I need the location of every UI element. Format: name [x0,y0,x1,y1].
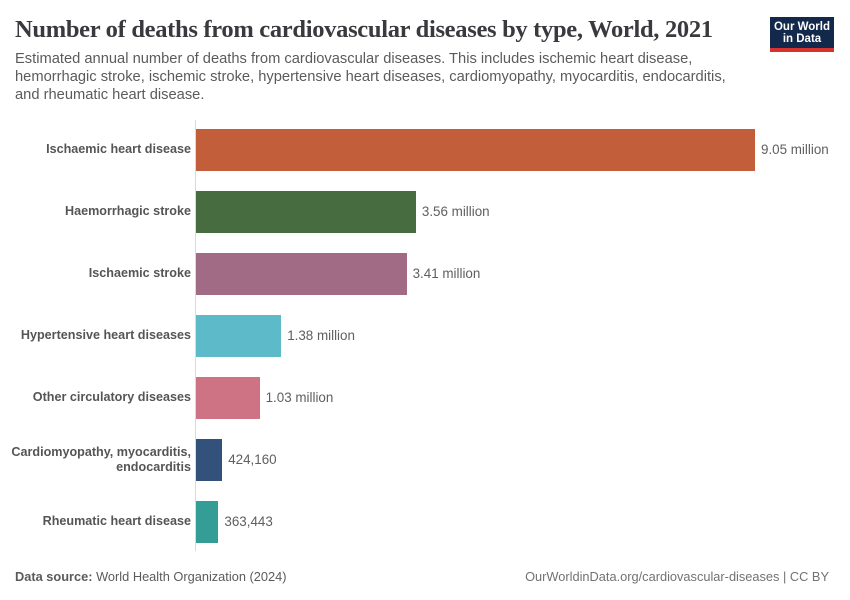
subtitle-line-1: Estimated annual number of deaths from c… [15,50,693,67]
bar-row: Other circulatory diseases 1.03 million [0,376,850,419]
bar-value-label: 9.05 million [761,142,829,158]
bar-2[interactable] [196,190,416,233]
bar-value-label: 1.38 million [287,328,355,344]
bar-category-label: Rheumatic heart disease [42,514,191,529]
bar-category-label: Hypertensive heart diseases [20,328,191,343]
bar-3[interactable] [196,252,407,295]
bar-value-label: 3.56 million [421,204,490,220]
bar-category-label: Ischaemic stroke [88,266,191,281]
bar-1[interactable] [196,128,755,171]
owid-logo[interactable]: Our World in Data [770,17,834,52]
bar-5[interactable] [196,376,260,419]
bar-value-label: 3.41 million [412,266,481,282]
bar-row: Rheumatic heart disease 363,443 [0,500,850,543]
owid-logo-line-1: Our World [773,20,830,33]
owid-logo-line-2: in Data [782,32,822,45]
subtitle-line-3: and rheumatic heart disease. [15,86,205,103]
data-source-label: Data source: [15,569,93,584]
subtitle-line-2: hemorrhagic stroke, ischemic stroke, hyp… [15,68,726,85]
footer-link[interactable]: OurWorldinData.org/cardiovascular-diseas… [525,569,829,584]
bar-row: Ischaemic heart disease 9.05 million [0,128,850,171]
bar-category-label: Haemorrhagic stroke [65,204,191,219]
bar-row: Cardiomyopathy, myocarditis, endocarditi… [0,438,850,481]
bar-row: Hypertensive heart diseases 1.38 million [0,314,850,357]
bar-category-label: Other circulatory diseases [32,390,191,405]
bar-4[interactable] [196,314,282,357]
bar-value-label: 1.03 million [265,390,334,406]
bar-value-label: 424,160 [228,452,277,468]
bar-6[interactable] [196,438,223,481]
bar-row: Haemorrhagic stroke 3.56 million [0,190,850,233]
data-source-note: Data source: World Health Organization (… [15,569,286,584]
bar-row: Ischaemic stroke 3.41 million [0,252,850,295]
bar-category-label: Ischaemic heart disease [46,142,191,157]
chart-title: Number of deaths from cardiovascular dis… [15,16,713,43]
bar-value-label: 363,443 [224,514,273,530]
data-source-text: World Health Organization (2024) [92,569,287,584]
bar-category-label: Cardiomyopathy, myocarditis, endocarditi… [11,445,191,474]
y-axis-line [195,120,196,551]
bar-7[interactable] [196,500,219,543]
chart-subtitle: Estimated annual number of deaths from c… [15,50,726,104]
